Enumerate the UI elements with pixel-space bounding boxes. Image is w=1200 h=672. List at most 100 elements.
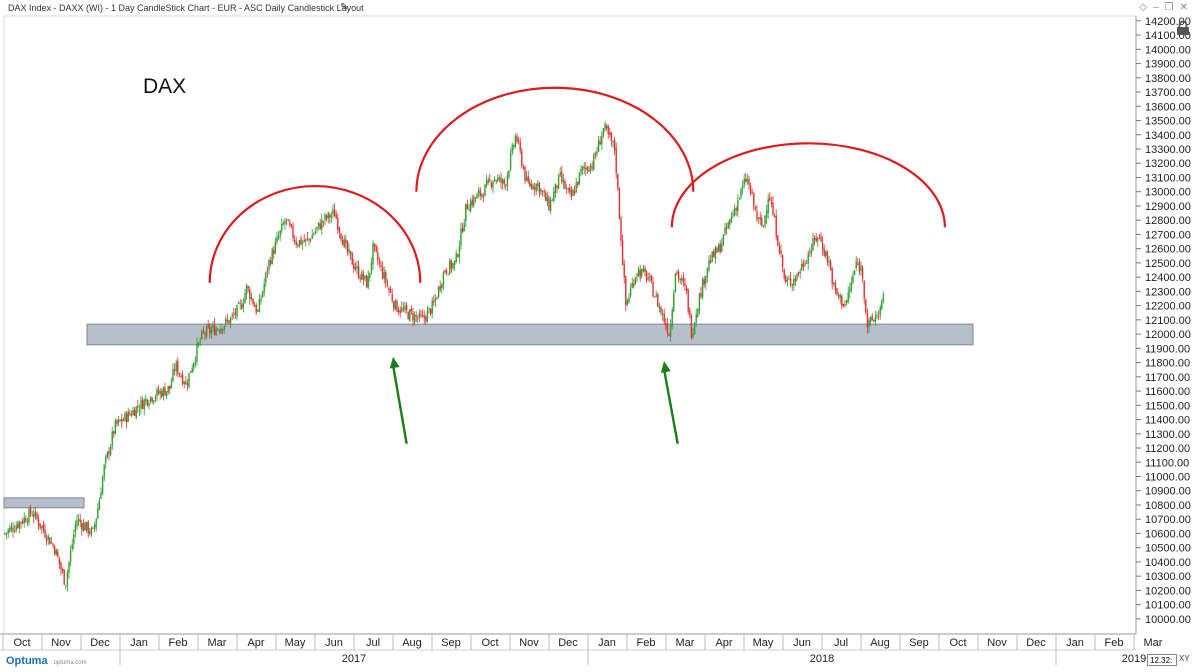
candle-body <box>277 236 280 239</box>
candle-body <box>476 194 478 199</box>
candle-body <box>709 260 712 263</box>
candle-body <box>111 431 113 446</box>
candle-body <box>868 320 870 327</box>
candle-body <box>609 132 611 135</box>
y-tick-label: 11000.00 <box>1145 471 1190 483</box>
candle-body <box>511 145 513 154</box>
candle-body <box>63 569 65 585</box>
y-tick-label: 13200.00 <box>1145 158 1191 170</box>
y-tick-label: 11300.00 <box>1145 429 1190 441</box>
candle-body <box>791 283 793 287</box>
candle-body <box>327 212 329 219</box>
candle-body <box>487 179 489 183</box>
candle-body <box>692 333 694 337</box>
candle-body <box>417 317 419 319</box>
candle-body <box>383 272 385 280</box>
candle-body <box>684 282 686 286</box>
candle-body <box>137 405 139 408</box>
candle-body <box>794 278 797 282</box>
candle-body <box>514 136 517 148</box>
x-tick-label: Aug <box>870 637 890 649</box>
candle-body <box>202 331 205 333</box>
candle-body <box>519 141 521 151</box>
candle-body <box>621 240 624 266</box>
candle-body <box>837 294 840 297</box>
candle-body <box>239 303 241 305</box>
candle-body <box>660 307 662 313</box>
x-tick-label: Oct <box>949 637 966 649</box>
window-controls: ◇–❐✕ <box>1139 0 1194 16</box>
x-tick-label: Oct <box>481 637 498 649</box>
candle-body <box>796 274 798 280</box>
candle-body <box>852 275 854 282</box>
candle-body <box>183 382 185 384</box>
candle-body <box>842 303 845 307</box>
candle-body <box>385 272 387 283</box>
candle-body <box>730 216 733 222</box>
candle-body <box>805 262 808 264</box>
year-label: 2018 <box>810 653 834 665</box>
candle-body <box>332 209 334 214</box>
scale-value-field[interactable]: 12.32: <box>1147 654 1177 666</box>
candle-body <box>231 314 233 317</box>
candle-body <box>343 239 345 248</box>
x-tick-label: May <box>285 637 306 649</box>
candle-body <box>489 179 491 181</box>
candle-body <box>777 235 779 246</box>
candle-body <box>177 360 179 374</box>
candle-body <box>266 270 269 272</box>
candle-body <box>705 276 707 284</box>
close-icon[interactable]: ✕ <box>1179 2 1194 13</box>
xy-toggle[interactable]: XY <box>1179 654 1190 663</box>
candle-body <box>481 193 483 197</box>
candle-body <box>313 234 315 236</box>
candle-body <box>261 291 264 298</box>
y-tick-label: 13600.00 <box>1145 101 1191 113</box>
candle-body <box>53 546 56 554</box>
candle-body <box>18 521 21 529</box>
candle-body <box>548 197 550 211</box>
candle-body <box>593 154 595 170</box>
candle-body <box>863 280 865 299</box>
minimize-icon[interactable]: – <box>1153 2 1165 13</box>
y-tick-label: 13900.00 <box>1145 59 1191 71</box>
candle-body <box>594 153 597 156</box>
candle-body <box>861 267 864 280</box>
candle-body <box>772 201 774 216</box>
y-tick-label: 11800.00 <box>1145 358 1190 370</box>
candle-body <box>484 184 486 197</box>
candle-body <box>556 185 558 189</box>
x-tick-label: Jun <box>325 637 343 649</box>
candle-body <box>244 293 246 304</box>
candle-body <box>620 218 622 241</box>
candle-body <box>68 562 70 573</box>
candle-body <box>117 419 120 424</box>
candle-body <box>706 267 709 277</box>
lock-icon[interactable] <box>1175 20 1191 41</box>
diamond-icon[interactable]: ◇ <box>1139 2 1154 13</box>
candle-body <box>503 179 505 185</box>
candle-body <box>769 197 771 201</box>
candle-body <box>185 381 187 385</box>
candle-body <box>602 128 605 136</box>
y-tick-label: 11900.00 <box>1145 343 1190 355</box>
candle-body <box>879 307 881 316</box>
candle-body <box>506 175 509 186</box>
candle-body <box>130 414 133 416</box>
support-arrow-shaft <box>662 368 679 444</box>
candle-body <box>716 247 718 253</box>
y-tick-label: 11500.00 <box>1145 400 1190 412</box>
candle-body <box>175 362 177 372</box>
candle-body <box>369 272 371 278</box>
candle-body <box>151 398 153 402</box>
candle-body <box>45 538 48 542</box>
candle-body <box>241 304 243 309</box>
candle-body <box>367 276 369 289</box>
candle-body <box>375 245 377 252</box>
y-tick-label: 10900.00 <box>1145 486 1191 498</box>
pencil-icon[interactable]: ✎ <box>340 2 349 13</box>
restore-icon[interactable]: ❐ <box>1164 2 1180 13</box>
candle-body <box>453 260 456 265</box>
candle-body <box>823 249 825 256</box>
